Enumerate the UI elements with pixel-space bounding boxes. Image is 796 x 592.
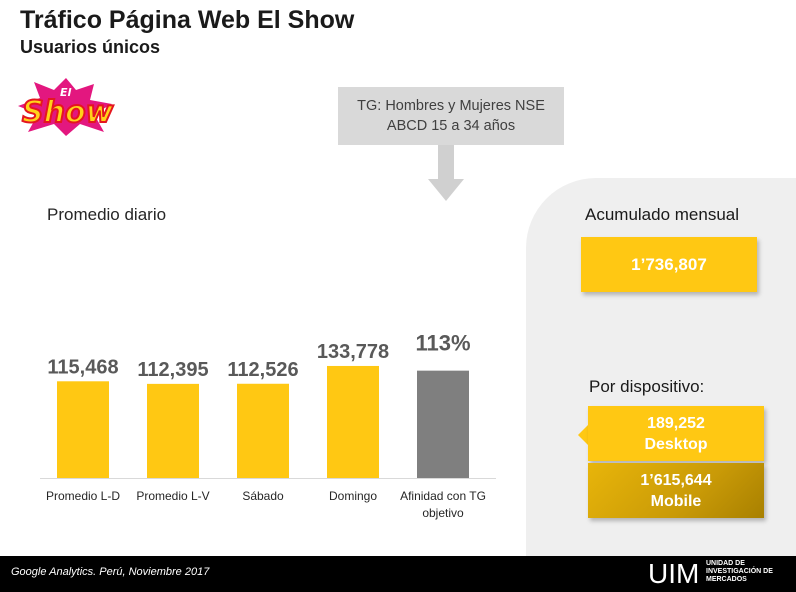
accumulated-value-box: 1’736,807 [581,237,757,292]
brand-line2: INVESTIGACIÓN DE [706,568,773,575]
daily-average-chart: 115,468 Promedio L-D 112,395 Promedio L-V 11… [40,331,496,520]
accumulated-label: Acumulado mensual [585,205,740,224]
logo-small-text: El [60,86,72,99]
page-subtitle: Usuarios únicos [20,37,161,57]
page-title: Tráfico Página Web El Show [20,6,355,34]
tick-label-0: Promedio L-D [46,489,120,503]
affinity-bar [417,370,469,478]
brand-logo-text: UIM [648,558,700,589]
logo-star-icon [18,78,112,136]
affinity-label: 113% [415,331,470,356]
affinity-tick-line2: objetivo [422,506,464,520]
data-label-1: 112,395 [137,359,208,381]
down-arrow-icon [428,145,464,201]
bar-0 [57,381,109,478]
brand-line1: UNIDAD DE [706,560,745,567]
target-group-line1: TG: Hombres y Mujeres NSE [357,98,545,114]
bar-1 [147,383,199,478]
data-label-3: 133,778 [317,341,389,363]
el-show-logo: Show El [18,78,115,136]
devices-label: Por dispositivo: [589,377,705,396]
mobile-box: 1’615,644 Mobile [588,463,764,518]
logo-text: Show [22,95,114,130]
data-label-0: 115,468 [47,356,118,378]
brand-line3: MERCADOS [706,576,747,583]
target-group-line2: ABCD 15 a 34 años [386,118,516,134]
mobile-value: 1’615,644 [640,471,712,489]
desktop-value: 189,252 [647,414,705,432]
data-label-2: 112,526 [227,359,298,381]
desktop-box: 189,252 Desktop [588,406,764,461]
pointer-arrow-icon [578,424,589,446]
target-group-box: TG: Hombres y Mujeres NSE ABCD 15 a 34 a… [338,87,564,145]
source-note: Google Analytics. Perú, Noviembre 2017 [11,566,210,578]
bar-2 [237,383,289,478]
footer-bar [0,556,796,592]
brand-subtitle: UNIDAD DE INVESTIGACIÓN DE MERCADOS [706,560,773,584]
desktop-label: Desktop [644,435,708,453]
tick-label-3: Domingo [329,489,377,503]
tick-label-1: Promedio L-V [136,489,209,503]
affinity-tick-line1: Afinidad con TG [400,489,486,503]
tick-label-2: Sábado [242,489,284,503]
bar-3 [327,365,379,478]
mobile-label: Mobile [650,492,702,510]
daily-average-label: Promedio diario [47,205,167,224]
